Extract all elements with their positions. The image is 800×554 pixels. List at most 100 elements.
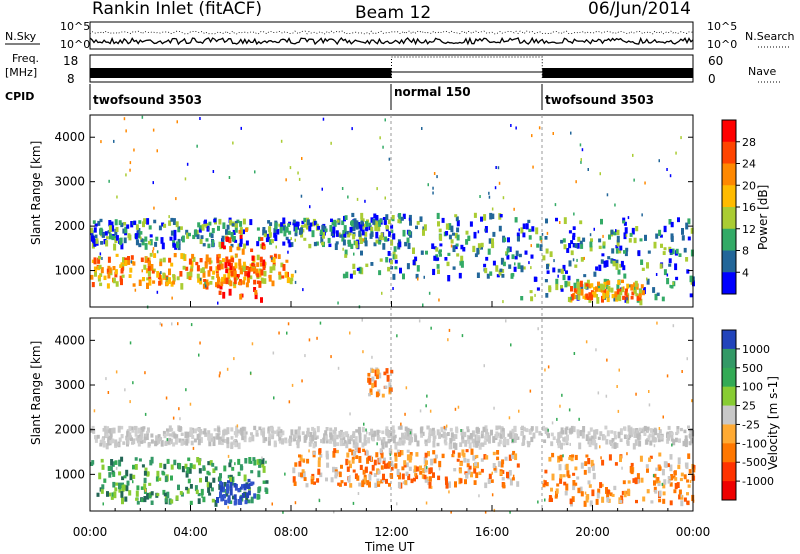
heatmap-cell: [209, 460, 213, 466]
heatmap-cell: [454, 407, 457, 411]
heatmap-cell: [557, 432, 561, 439]
heatmap-cell: [644, 234, 647, 241]
heatmap-cell: [376, 442, 378, 446]
heatmap-cell: [475, 454, 479, 459]
heatmap-cell: [631, 428, 635, 435]
heatmap-cell: [333, 219, 337, 225]
heatmap-cell: [671, 248, 675, 255]
heatmap-cell: [565, 463, 569, 470]
heatmap-cell: [350, 221, 353, 226]
heatmap-cell: [180, 440, 184, 446]
heatmap-cell: [515, 126, 517, 130]
heatmap-cell: [388, 157, 391, 161]
heatmap-cell: [176, 120, 178, 124]
heatmap-cell: [199, 429, 203, 434]
heatmap-cell: [570, 456, 574, 462]
heatmap-cell: [132, 464, 135, 470]
heatmap-cell: [159, 261, 163, 267]
heatmap-cell: [155, 476, 159, 482]
colorbar-swatch: [722, 462, 736, 482]
heatmap-cell: [111, 461, 115, 467]
heatmap-cell: [502, 261, 506, 267]
heatmap-cell: [625, 234, 628, 237]
heatmap-cell: [646, 278, 650, 285]
heatmap-cell: [318, 448, 322, 454]
heatmap-cell: [582, 295, 586, 299]
heatmap-cell: [263, 270, 267, 277]
heatmap-cell: [659, 234, 663, 238]
heatmap-cell: [121, 497, 124, 505]
heatmap-cell: [119, 275, 123, 282]
heatmap-cell: [211, 276, 215, 280]
heatmap-cell: [429, 409, 432, 413]
heatmap-cell: [651, 435, 655, 443]
heatmap-cell: [504, 485, 506, 489]
colorbar-tick-label: -500: [742, 456, 767, 469]
heatmap-cell: [601, 459, 605, 466]
heatmap-cell: [130, 221, 134, 228]
heatmap-cell: [233, 272, 237, 280]
heatmap-cell: [631, 291, 635, 296]
heatmap-cell: [363, 434, 367, 440]
heatmap-cell: [453, 442, 456, 449]
heatmap-cell: [361, 426, 365, 433]
heatmap-cell: [207, 430, 211, 437]
heatmap-cell: [507, 433, 511, 437]
heatmap-cell: [466, 463, 470, 468]
heatmap-cell: [227, 272, 231, 280]
heatmap-cell: [608, 234, 611, 240]
heatmap-cell: [219, 481, 223, 486]
heatmap-cell: [341, 432, 345, 438]
heatmap-cell: [222, 291, 226, 299]
heatmap-cell: [570, 427, 574, 434]
heatmap-cell: [593, 429, 597, 437]
heatmap-cell: [566, 470, 570, 477]
heatmap-cell: [298, 461, 302, 467]
heatmap-cell: [245, 282, 249, 288]
heatmap-cell: [397, 452, 401, 457]
heatmap-cell: [409, 454, 413, 461]
nave-label: Nave: [748, 65, 776, 78]
heatmap-cell: [287, 239, 291, 244]
heatmap-cell: [289, 280, 293, 285]
heatmap-cell: [146, 471, 150, 477]
heatmap-cell: [105, 377, 107, 381]
heatmap-cell: [229, 459, 233, 463]
heatmap-cell: [163, 433, 167, 439]
heatmap-cell: [675, 276, 679, 281]
heatmap-cell: [552, 132, 554, 135]
heatmap-cell: [182, 265, 186, 270]
heatmap-cell: [400, 422, 402, 426]
heatmap-cell: [560, 268, 564, 274]
heatmap-cell: [542, 255, 546, 261]
heatmap-cell: [229, 246, 233, 253]
heatmap-cell: [686, 492, 689, 496]
heatmap-cell: [419, 409, 422, 413]
heatmap-cell: [247, 499, 251, 504]
heatmap-cell: [398, 213, 402, 219]
heatmap-cell: [278, 440, 282, 444]
heatmap-cell: [232, 141, 234, 145]
heatmap-cell: [181, 466, 185, 473]
heatmap-cell: [669, 464, 673, 472]
heatmap-cell: [359, 224, 363, 229]
heatmap-cell: [381, 291, 383, 295]
heatmap-cell: [476, 247, 480, 255]
heatmap-cell: [275, 245, 277, 249]
heatmap-cell: [312, 221, 316, 227]
heatmap-cell: [246, 276, 250, 283]
heatmap-cell: [352, 450, 356, 457]
heatmap-cell: [658, 466, 662, 471]
heatmap-cell: [667, 480, 671, 484]
heatmap-cell: [137, 228, 141, 234]
heatmap-cell: [413, 465, 417, 473]
heatmap-cell: [306, 219, 310, 226]
heatmap-cell: [662, 415, 664, 419]
heatmap-cell: [371, 368, 375, 373]
heatmap-cell: [360, 250, 363, 256]
heatmap-cell: [362, 448, 366, 452]
heatmap-cell: [658, 490, 662, 497]
heatmap-cell: [605, 439, 609, 445]
heatmap-cell: [382, 437, 386, 444]
heatmap-cell: [476, 272, 480, 279]
